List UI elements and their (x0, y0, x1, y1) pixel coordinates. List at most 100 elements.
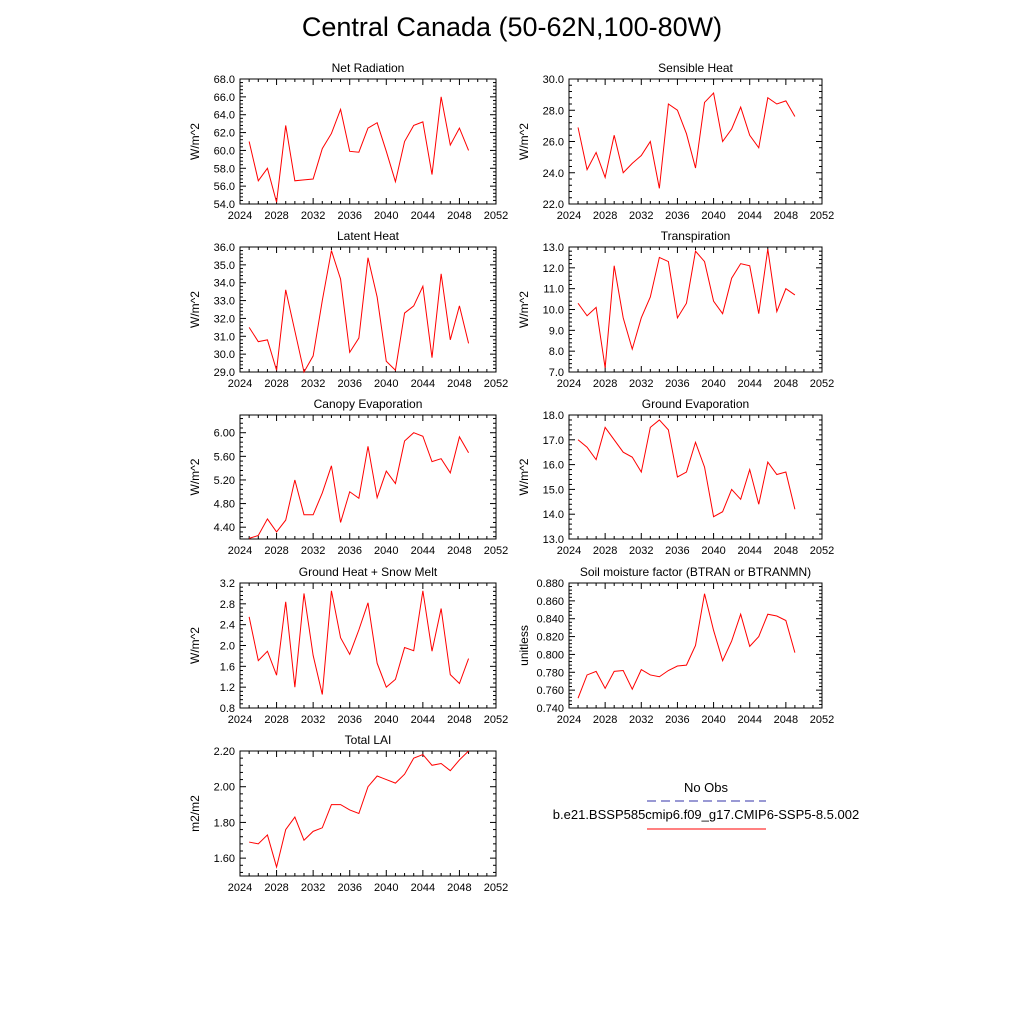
y-tick-label: 1.6 (220, 661, 235, 673)
y-tick-label: 36.0 (214, 242, 235, 254)
y-tick-label: 35.0 (214, 260, 235, 272)
x-tick-label: 2028 (593, 545, 617, 557)
x-tick-label: 2036 (665, 378, 689, 390)
y-tick-label: 30.0 (214, 349, 235, 361)
x-tick-label: 2036 (337, 545, 361, 557)
x-tick-label: 2048 (447, 545, 471, 557)
x-tick-label: 2028 (264, 210, 288, 222)
y-tick-label: 1.2 (220, 682, 235, 694)
y-tick-label: 4.40 (214, 522, 235, 534)
y-tick-label: 32.0 (214, 313, 235, 325)
y-tick-label: 58.0 (214, 163, 235, 175)
x-tick-label: 2032 (629, 378, 653, 390)
page-title: Central Canada (50-62N,100-80W) (301, 12, 723, 42)
x-tick-label: 2032 (301, 545, 325, 557)
x-tick-label: 2036 (337, 378, 361, 390)
y-tick-label: 8.0 (549, 346, 564, 358)
x-tick-label: 2044 (737, 714, 761, 726)
y-tick-label: 11.0 (543, 284, 564, 296)
panel-soil-moisture-factor-btran-or-btranmn: Soil moisture factor (BTRAN or BTRANMN) u… (517, 565, 834, 726)
x-tick-label: 2052 (810, 378, 834, 390)
y-tick-label: 13.0 (543, 242, 564, 254)
series-line (248, 96, 470, 203)
y-tick-label: 0.840 (536, 614, 564, 626)
x-tick-label: 2028 (593, 378, 617, 390)
panel-canopy-evaporation: Canopy Evaporation W/m^2 2024 2028 2032 2036 2… (188, 397, 508, 557)
y-tick-label: 0.740 (536, 703, 564, 715)
x-tick-label: 2044 (737, 210, 761, 222)
x-tick-label: 2048 (774, 210, 798, 222)
x-tick-label: 2052 (484, 882, 508, 894)
series-line (577, 249, 796, 368)
y-tick-label: 31.0 (214, 331, 235, 343)
x-tick-label: 2048 (774, 378, 798, 390)
y-tick-label: 9.0 (549, 325, 564, 337)
y-tick-label: 2.4 (220, 620, 235, 632)
x-tick-label: 2024 (228, 210, 252, 222)
y-tick-label: 22.0 (543, 199, 564, 211)
legend: No Obs b.e21.BSSP585cmip6.f09_g17.CMIP6-… (553, 780, 859, 830)
series-line (248, 432, 470, 539)
x-tick-label: 2040 (701, 210, 725, 222)
plot-frame (568, 246, 823, 373)
x-tick-label: 2044 (737, 378, 761, 390)
y-tick-label: 2.00 (214, 782, 235, 794)
x-tick-label: 2048 (774, 545, 798, 557)
y-axis-label: W/m^2 (517, 458, 531, 495)
x-tick-label: 2040 (701, 378, 725, 390)
x-tick-label: 2040 (374, 545, 398, 557)
y-tick-label: 5.60 (214, 451, 235, 463)
x-tick-label: 2024 (228, 545, 252, 557)
x-tick-label: 2032 (301, 882, 325, 894)
x-tick-label: 2024 (228, 714, 252, 726)
x-tick-label: 2048 (447, 714, 471, 726)
x-tick-label: 2032 (629, 545, 653, 557)
y-tick-label: 60.0 (214, 145, 235, 157)
x-tick-label: 2024 (228, 378, 252, 390)
x-tick-label: 2024 (557, 378, 581, 390)
x-tick-label: 2028 (264, 545, 288, 557)
y-axis-label: W/m^2 (188, 458, 202, 495)
y-axis-label: W/m^2 (517, 291, 531, 328)
x-tick-label: 2036 (665, 714, 689, 726)
y-tick-label: 7.0 (549, 367, 564, 379)
panel-latent-heat: Latent Heat W/m^2 2024 2028 2032 2036 2040 2044… (188, 229, 508, 390)
x-tick-label: 2024 (228, 882, 252, 894)
x-tick-label: 2036 (337, 714, 361, 726)
x-tick-label: 2044 (411, 545, 435, 557)
y-tick-label: 13.0 (543, 534, 564, 546)
y-axis-label: W/m^2 (517, 123, 531, 160)
panel-title: Latent Heat (337, 229, 400, 243)
panel-net-radiation: Net Radiation W/m^2 2024 2028 2032 2036 2040 20… (188, 61, 508, 222)
x-tick-label: 2048 (447, 210, 471, 222)
panel-title: Ground Evaporation (642, 397, 749, 411)
series-line (577, 92, 796, 189)
y-tick-label: 56.0 (214, 181, 235, 193)
y-tick-label: 2.8 (220, 599, 235, 611)
x-tick-label: 2032 (301, 210, 325, 222)
y-tick-label: 0.860 (536, 596, 564, 608)
y-tick-label: 12.0 (543, 263, 564, 275)
y-tick-label: 16.0 (543, 460, 564, 472)
x-tick-label: 2052 (810, 545, 834, 557)
x-tick-label: 2040 (374, 714, 398, 726)
y-tick-label: 14.0 (543, 509, 564, 521)
x-tick-label: 2028 (264, 882, 288, 894)
panel-title: Sensible Heat (658, 61, 733, 75)
panel-title: Net Radiation (332, 61, 405, 75)
y-tick-label: 1.80 (214, 817, 235, 829)
series-line (248, 590, 470, 695)
panel-title: Ground Heat + Snow Melt (299, 565, 438, 579)
x-tick-label: 2024 (557, 210, 581, 222)
y-tick-label: 62.0 (214, 128, 235, 140)
x-tick-label: 2048 (447, 378, 471, 390)
y-tick-label: 26.0 (543, 137, 564, 149)
x-tick-label: 2040 (374, 882, 398, 894)
panel-title: Total LAI (345, 733, 392, 747)
x-tick-label: 2044 (737, 545, 761, 557)
chart-panels: Net Radiation W/m^2 2024 2028 2032 2036 2040 20… (188, 61, 834, 894)
y-tick-label: 0.880 (536, 578, 564, 590)
x-tick-label: 2028 (593, 714, 617, 726)
x-tick-label: 2040 (374, 210, 398, 222)
